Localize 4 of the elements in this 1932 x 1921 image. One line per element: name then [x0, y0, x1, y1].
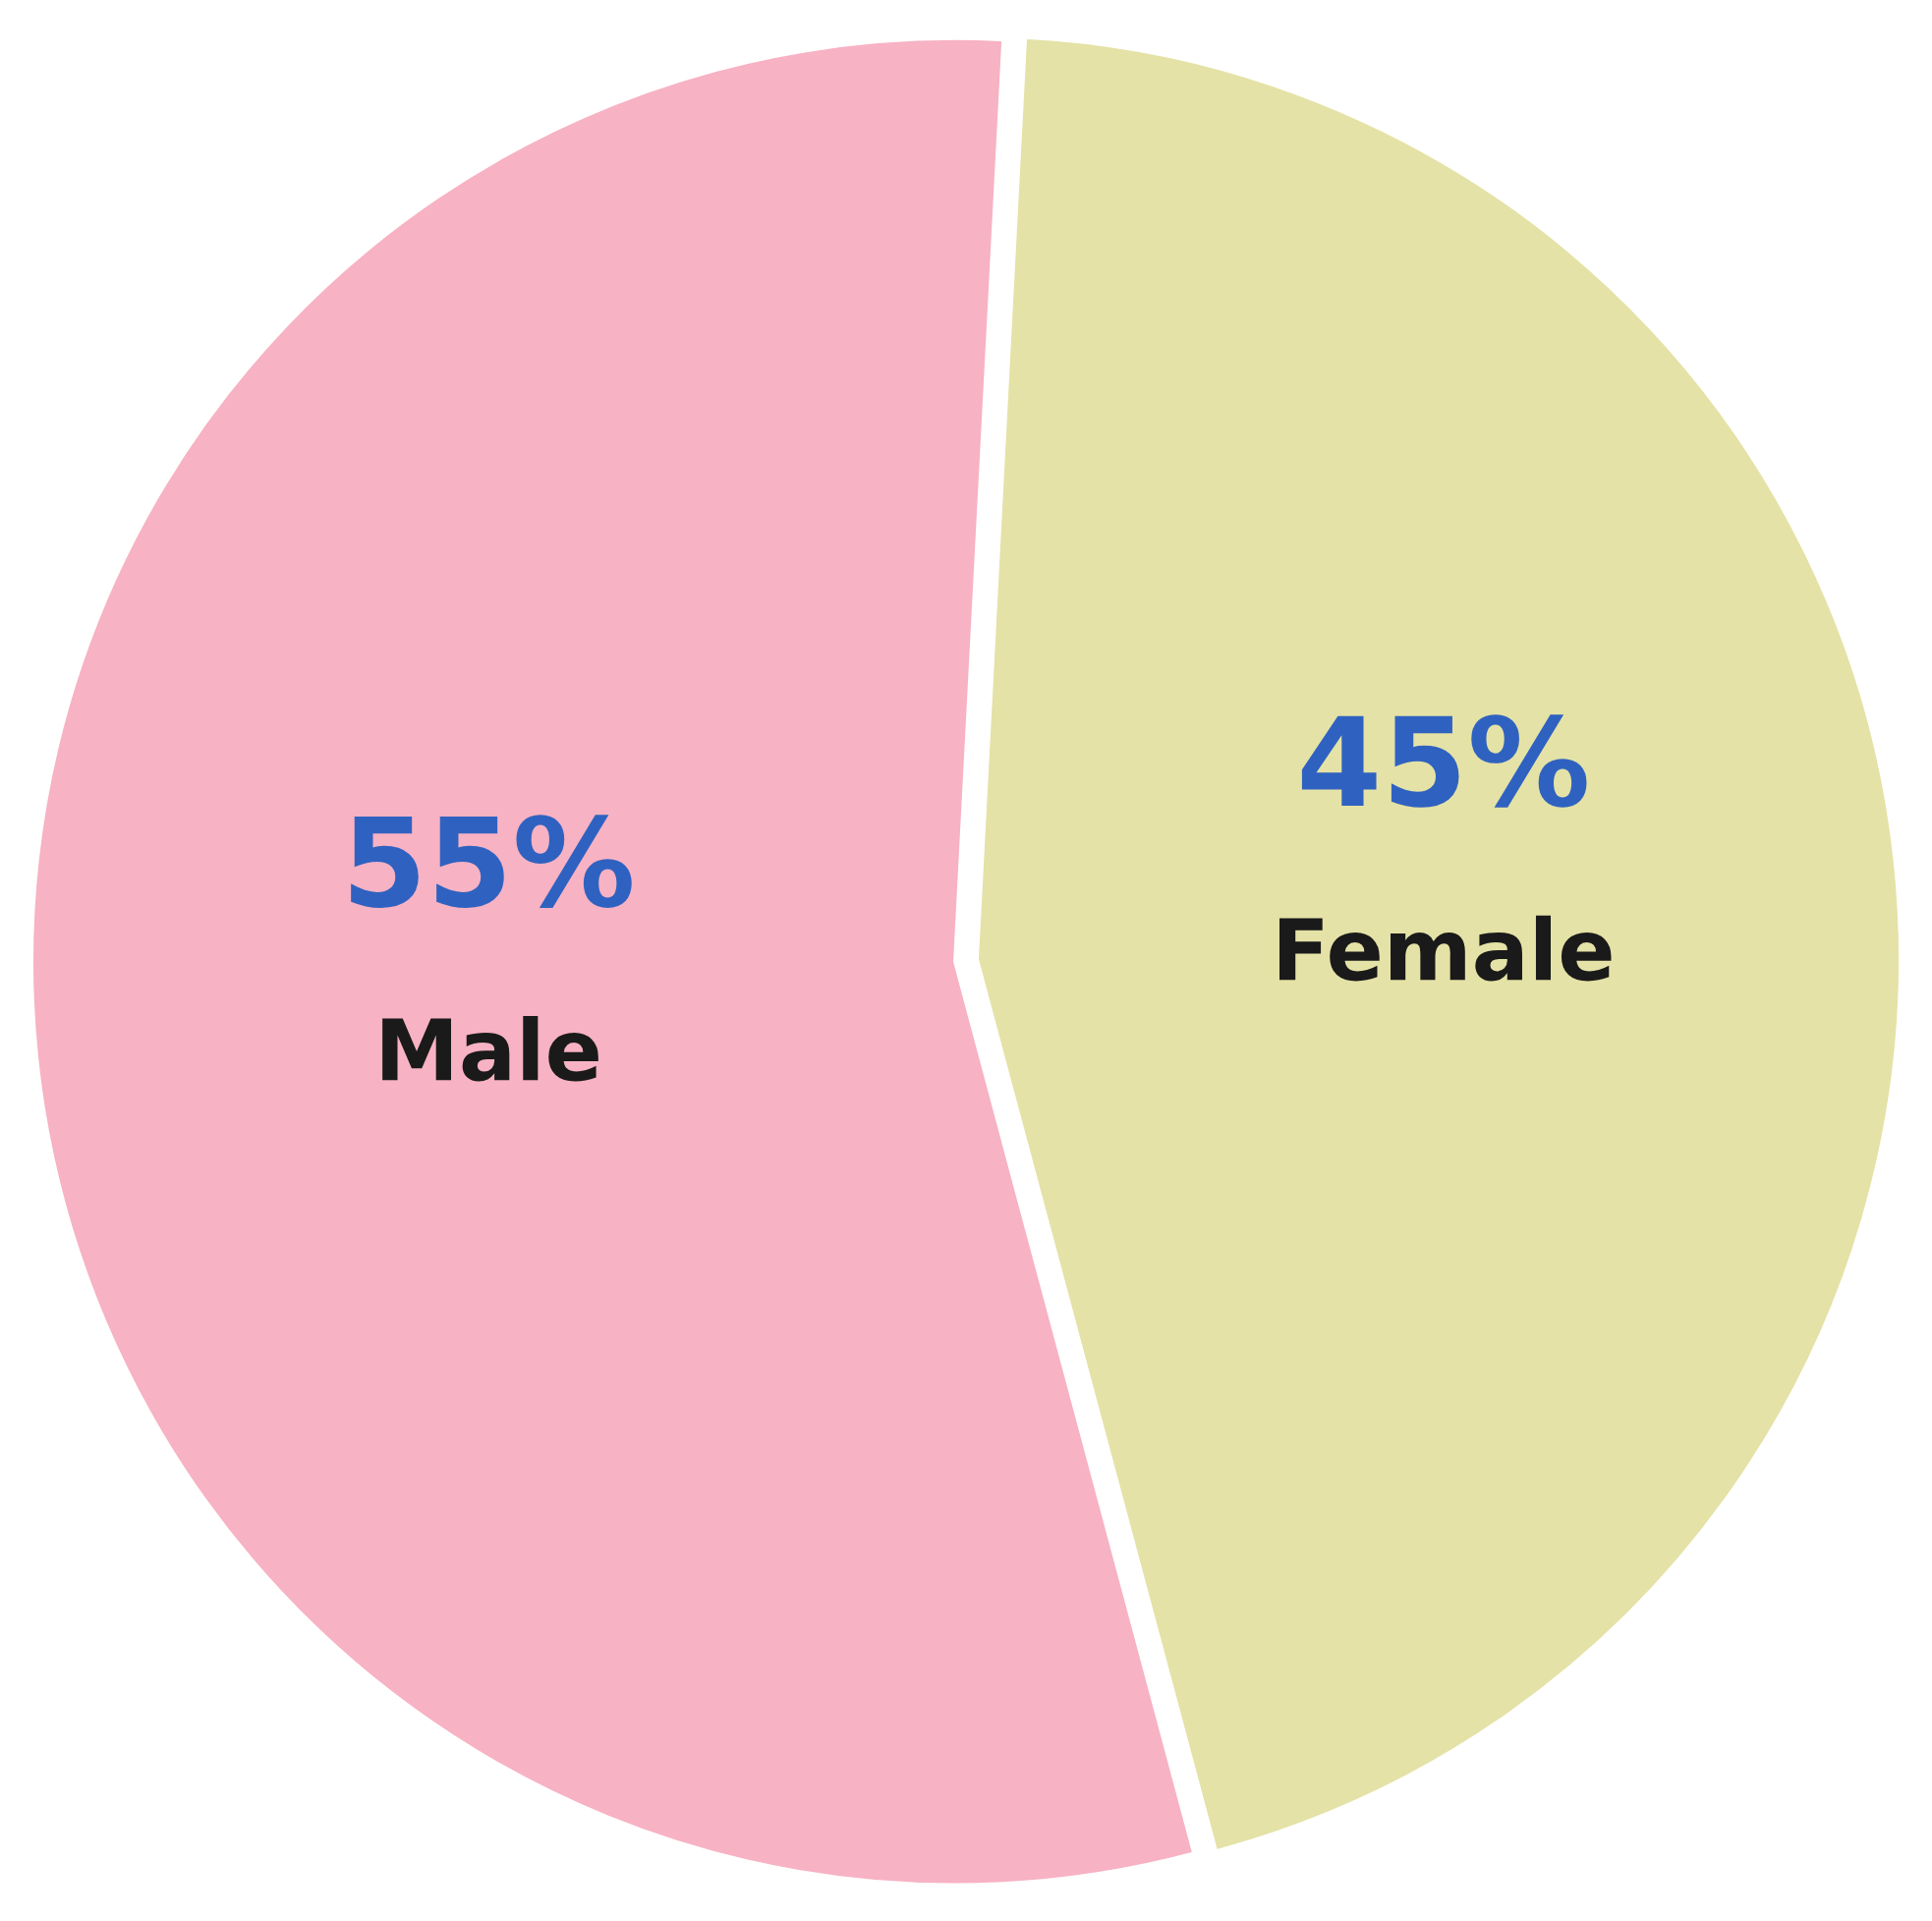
data-label: 55%: [351, 815, 632, 908]
data-label: 45%: [1301, 714, 1587, 808]
slice-label: Male: [382, 1015, 598, 1082]
slice-label: Female: [1279, 915, 1612, 982]
